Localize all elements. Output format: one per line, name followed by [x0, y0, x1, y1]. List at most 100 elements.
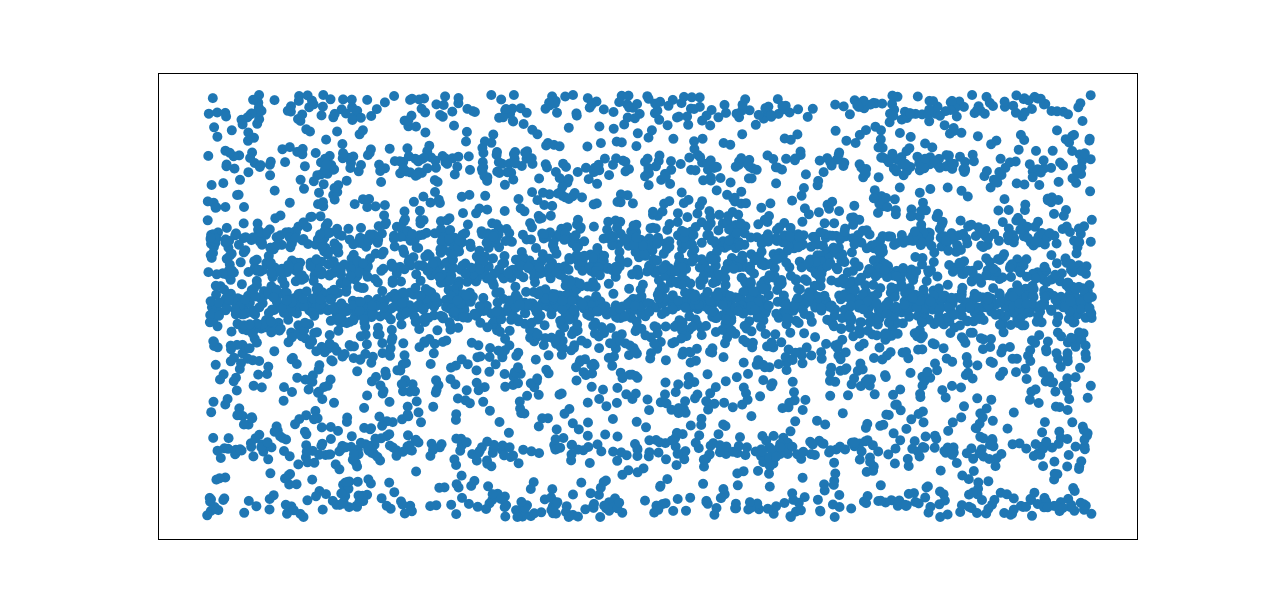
scatter-point [709, 398, 720, 409]
scatter-point [1053, 176, 1064, 187]
scatter-point [941, 150, 952, 161]
scatter-point [402, 143, 413, 154]
scatter-point [338, 94, 349, 105]
scatter-point [211, 503, 222, 514]
scatter-point [494, 417, 505, 427]
scatter-point [418, 152, 429, 163]
scatter-point [210, 359, 221, 370]
scatter-point [556, 349, 567, 360]
scatter-point [667, 304, 678, 315]
scatter-point [917, 344, 928, 355]
scatter-point [844, 109, 855, 120]
scatter-point [683, 379, 694, 390]
scatter-point [496, 94, 507, 105]
scatter-point [728, 263, 739, 274]
scatter-point [692, 208, 703, 219]
scatter-point [435, 110, 446, 120]
scatter-point [615, 189, 626, 200]
scatter-point [317, 438, 328, 449]
scatter-point [540, 333, 551, 344]
scatter-point [951, 111, 962, 122]
scatter-point [557, 295, 568, 306]
scatter-point [311, 491, 321, 502]
scatter-point [1076, 456, 1087, 467]
scatter-point [500, 104, 511, 114]
scatter-point [203, 108, 214, 119]
scatter-point [348, 315, 359, 326]
scatter-point [208, 336, 219, 347]
scatter-point [906, 414, 917, 425]
scatter-point [415, 218, 426, 229]
scatter-point [366, 376, 377, 387]
scatter-point [582, 309, 593, 320]
scatter-point [244, 319, 255, 330]
scatter-point [301, 124, 312, 135]
scatter-point [965, 327, 976, 338]
scatter-point [1062, 277, 1073, 288]
scatter-point [583, 442, 594, 452]
scatter-point [862, 491, 873, 501]
scatter-point [342, 476, 353, 487]
scatter-point [499, 179, 510, 190]
scatter-point [290, 232, 301, 243]
scatter-point [248, 380, 259, 391]
scatter-point [321, 489, 331, 500]
scatter-point [449, 454, 460, 465]
scatter-point [206, 180, 217, 190]
scatter-point [933, 315, 944, 326]
scatter-point [947, 95, 957, 106]
scatter-point [818, 167, 829, 178]
scatter-point [456, 191, 467, 202]
scatter-point [538, 229, 549, 239]
scatter-point [824, 301, 835, 312]
scatter-point [773, 359, 784, 370]
scatter-point [324, 338, 335, 349]
scatter-point [713, 112, 724, 123]
scatter-point [589, 498, 599, 509]
scatter-point [942, 279, 953, 290]
scatter-point [504, 442, 515, 453]
scatter-point [783, 402, 794, 413]
scatter-point [793, 104, 804, 115]
scatter-point [972, 360, 983, 371]
scatter-point [336, 230, 347, 241]
scatter-point [865, 457, 876, 467]
scatter-point [764, 270, 775, 281]
scatter-point [266, 327, 277, 338]
scatter-point [753, 219, 764, 230]
scatter-point [738, 287, 749, 297]
scatter-point [639, 248, 650, 259]
scatter-point [208, 396, 219, 407]
scatter-point [399, 350, 410, 361]
scatter-point [825, 368, 836, 379]
scatter-point [1053, 311, 1064, 322]
scatter-point [696, 420, 707, 430]
scatter-point [357, 125, 368, 136]
scatter-point [739, 320, 750, 331]
scatter-point [462, 103, 473, 114]
scatter-point [1084, 133, 1095, 144]
scatter-point [1070, 341, 1081, 352]
scatter-point [718, 484, 729, 494]
scatter-point [838, 161, 849, 171]
scatter-point [886, 231, 897, 242]
scatter-point [978, 334, 989, 345]
scatter-point [1041, 344, 1051, 355]
scatter-point [293, 95, 304, 106]
scatter-point [399, 264, 410, 275]
scatter-point [698, 175, 709, 186]
scatter-point [1061, 221, 1072, 232]
scatter-point [869, 185, 880, 196]
scatter-point [318, 179, 329, 190]
scatter-point [305, 212, 316, 222]
scatter-point [551, 424, 562, 435]
scatter-point [995, 297, 1006, 308]
scatter-point [642, 153, 653, 164]
scatter-point [329, 244, 340, 255]
scatter-point [263, 454, 274, 465]
scatter-point [203, 150, 214, 161]
scatter-point [877, 98, 888, 109]
scatter-point [725, 177, 736, 188]
scatter-point [661, 244, 672, 255]
scatter-point [309, 457, 320, 468]
